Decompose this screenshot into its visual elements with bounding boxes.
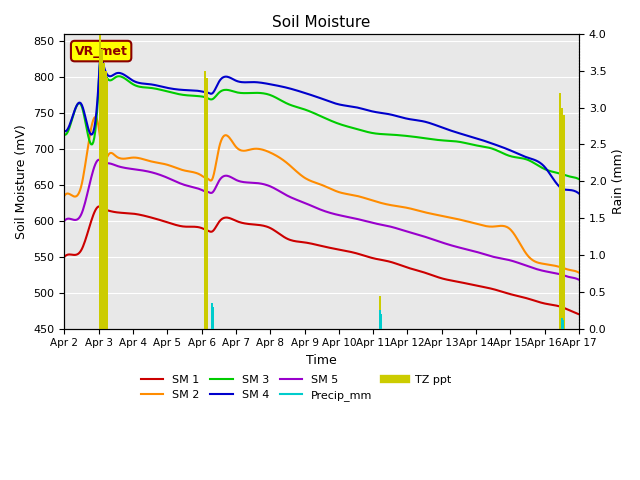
Bar <box>379 296 381 329</box>
Bar <box>213 307 214 329</box>
Bar <box>380 310 381 329</box>
Bar <box>563 115 564 329</box>
Bar <box>561 108 563 329</box>
Y-axis label: Rain (mm): Rain (mm) <box>612 148 625 214</box>
Y-axis label: Soil Moisture (mV): Soil Moisture (mV) <box>15 124 28 239</box>
Bar <box>106 78 108 329</box>
Bar <box>205 78 208 329</box>
Bar <box>561 318 563 329</box>
Bar <box>381 314 383 329</box>
X-axis label: Time: Time <box>307 354 337 367</box>
Bar <box>104 71 107 329</box>
Text: VR_met: VR_met <box>75 45 127 58</box>
Bar <box>204 71 206 329</box>
Bar <box>103 63 105 329</box>
Bar <box>211 303 212 329</box>
Legend: SM 1, SM 2, SM 3, SM 4, SM 5, Precip_mm, TZ ppt: SM 1, SM 2, SM 3, SM 4, SM 5, Precip_mm,… <box>136 370 456 406</box>
Bar <box>99 34 102 329</box>
Bar <box>559 93 561 329</box>
Title: Soil Moisture: Soil Moisture <box>273 15 371 30</box>
Bar <box>563 320 564 329</box>
Bar <box>101 48 103 329</box>
